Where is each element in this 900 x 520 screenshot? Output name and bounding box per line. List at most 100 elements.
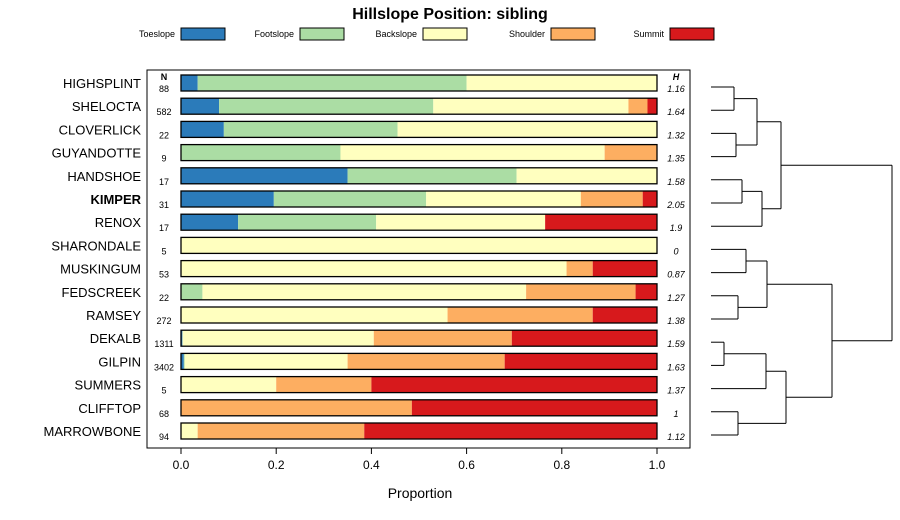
bar-segment-toeslope	[181, 353, 184, 370]
bar-outline	[180, 259, 658, 278]
row-h: 2.05	[666, 200, 686, 210]
row-cloverlick: CLOVERLICK 22 1.32	[59, 120, 685, 140]
x-axis-label: Proportion	[388, 485, 453, 501]
legend-swatch-summit	[669, 27, 715, 41]
bar-rows: HIGHSPLINT 88 1.16 SHELOCTA 582 1.64 CLOVERLIC…	[44, 74, 686, 442]
bar-segment-shoulder	[197, 423, 365, 439]
n-column-header: N	[161, 72, 168, 82]
row-label: FEDSCREEK	[62, 285, 142, 300]
bar-outline	[180, 329, 658, 347]
bar-segment-footslope	[181, 144, 341, 161]
row-label: SUMMERS	[75, 378, 142, 393]
row-ramsey: RAMSEY 272 1.38	[86, 306, 685, 326]
bar-segment-toeslope	[181, 121, 224, 138]
bar-segment-summit	[504, 353, 657, 370]
bar-segment-toeslope	[181, 98, 220, 115]
row-label: GILPIN	[98, 354, 141, 369]
row-h: 1.59	[667, 339, 685, 349]
bar-outline	[180, 190, 658, 208]
row-n: 31	[159, 200, 169, 210]
row-h: 1.12	[667, 432, 685, 442]
legend-swatch-backslope	[422, 27, 468, 41]
dendrogram	[711, 86, 893, 436]
bar-segment-toeslope	[181, 191, 274, 207]
row-n: 1311	[154, 339, 173, 349]
bar-segment-summit	[545, 214, 657, 231]
bar-segment-backslope	[466, 75, 657, 91]
row-h: 1.35	[667, 154, 686, 164]
bar-segment-summit	[642, 191, 657, 207]
row-h: 1.9	[670, 223, 683, 233]
bar-outline	[180, 97, 658, 115]
x-tick-label: 0.6	[458, 458, 475, 472]
row-h: 1.16	[667, 84, 685, 94]
legend-label-footslope: Footslope	[254, 29, 294, 39]
row-h: 1.38	[667, 316, 685, 326]
bar-outline	[180, 399, 658, 417]
row-highsplint: HIGHSPLINT 88 1.16	[63, 74, 685, 94]
bar-segment-backslope	[184, 353, 348, 370]
bar-segment-backslope	[376, 214, 546, 231]
plot-frame	[146, 69, 691, 449]
bar-segment-toeslope	[181, 167, 348, 184]
bar-outline	[180, 352, 658, 371]
bar-outline	[180, 167, 658, 185]
row-n: 53	[159, 270, 169, 280]
legend-swatch-toeslope	[180, 27, 226, 41]
row-h: 1.27	[667, 293, 686, 303]
legend-label-backslope: Backslope	[375, 29, 417, 39]
bar-segment-toeslope	[181, 330, 183, 347]
bar-segment-footslope	[223, 121, 398, 138]
bar-segment-backslope	[182, 330, 374, 347]
row-n: 94	[159, 432, 169, 442]
bar-segment-backslope	[202, 283, 527, 300]
bar-segment-shoulder	[526, 283, 636, 300]
bar-segment-backslope	[181, 376, 277, 393]
bar-segment-shoulder	[580, 191, 643, 207]
row-label: SHELOCTA	[72, 99, 141, 114]
bar-segment-backslope	[340, 144, 605, 161]
bar-segment-shoulder	[628, 98, 648, 115]
x-tick-label: 1.0	[649, 458, 666, 472]
bar-segment-shoulder	[347, 353, 505, 370]
bar-segment-backslope	[516, 167, 657, 184]
bar-segment-footslope	[197, 75, 467, 91]
row-h: 1.58	[667, 177, 685, 187]
bar-segment-summit	[592, 307, 657, 323]
bar-segment-shoulder	[276, 376, 372, 393]
bar-segment-footslope	[273, 191, 427, 207]
legend-label-shoulder: Shoulder	[509, 29, 545, 39]
legend-swatch-shoulder	[550, 27, 596, 41]
row-handshoe: HANDSHOE 17 1.58	[67, 167, 685, 187]
row-renox: RENOX 17 1.9	[95, 213, 683, 233]
row-n: 17	[159, 177, 169, 187]
row-muskingum: MUSKINGUM 53 0.87	[60, 259, 686, 280]
row-shelocta: SHELOCTA 582 1.64	[72, 97, 685, 117]
row-label: RENOX	[95, 215, 142, 230]
row-n: 5	[161, 246, 166, 256]
row-h: 1.64	[667, 107, 685, 117]
h-column-header: H	[673, 72, 680, 82]
row-guyandotte: GUYANDOTTE 9 1.35	[52, 143, 686, 164]
bar-outline	[180, 422, 658, 440]
row-label: CLOVERLICK	[59, 122, 142, 137]
row-label: DEKALB	[90, 331, 141, 346]
bar-outline	[180, 120, 658, 139]
bar-segment-backslope	[433, 98, 629, 115]
bar-segment-footslope	[238, 214, 377, 231]
bar-segment-shoulder	[447, 307, 593, 323]
bar-segment-summit	[592, 260, 657, 277]
legend: Toeslope Footslope Backslope Shoulder Summit	[139, 27, 715, 41]
bar-segment-shoulder	[604, 144, 657, 161]
row-label: SHARONDALE	[51, 238, 141, 253]
bar-outline	[180, 283, 658, 301]
bar-segment-summit	[647, 98, 657, 115]
bar-segment-backslope	[426, 191, 581, 207]
row-h: 1.32	[667, 130, 685, 140]
row-n: 9	[161, 154, 166, 164]
row-label: MARROWBONE	[44, 424, 142, 439]
bar-segment-footslope	[183, 353, 185, 370]
row-n: 68	[159, 409, 169, 419]
row-h: 0.87	[667, 270, 686, 280]
legend-swatch-footslope	[299, 27, 345, 41]
